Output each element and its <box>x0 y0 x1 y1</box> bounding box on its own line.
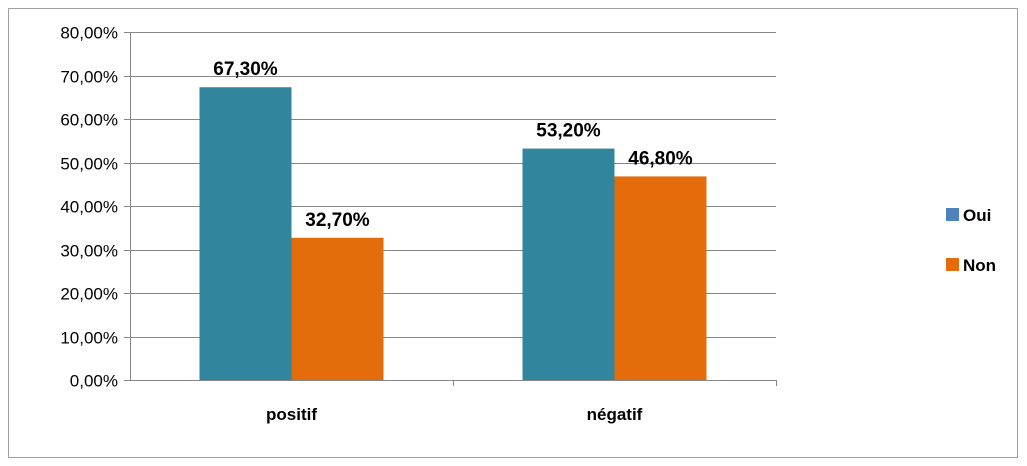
legend-marker-oui <box>946 208 959 221</box>
y-tick-label: 80,00% <box>60 24 118 43</box>
data-label: 53,20% <box>536 121 601 142</box>
y-tick-label: 60,00% <box>60 111 118 130</box>
bars <box>199 87 707 381</box>
bar-non-2 <box>614 176 707 380</box>
labels: 0,00% 10,00% 20,00% 30,00% 40,00% 50,00% 60,00… <box>60 24 692 425</box>
legend-label-oui: Oui <box>963 206 991 225</box>
y-tick-label: 20,00% <box>60 285 118 304</box>
y-tick-label: 10,00% <box>60 329 118 348</box>
chart-frame <box>8 8 1018 458</box>
category-label: négatif <box>587 405 643 424</box>
legend-label-non: Non <box>963 256 996 275</box>
bar-oui-1 <box>199 87 292 381</box>
data-label: 46,80% <box>628 148 693 169</box>
legend-marker-non <box>946 258 959 271</box>
y-tick-label: 30,00% <box>60 242 118 261</box>
y-tick-label: 70,00% <box>60 68 118 87</box>
data-label: 32,70% <box>305 210 370 231</box>
bar-non-1 <box>291 237 384 380</box>
y-tick-label: 50,00% <box>60 155 118 174</box>
axes <box>124 32 777 386</box>
y-tick-label: 40,00% <box>60 198 118 217</box>
legend: Oui Non <box>946 206 996 275</box>
data-label: 67,30% <box>213 59 278 80</box>
y-tick-label: 0,00% <box>70 372 118 391</box>
category-label: positif <box>266 405 317 424</box>
bar-oui-2 <box>522 148 615 380</box>
